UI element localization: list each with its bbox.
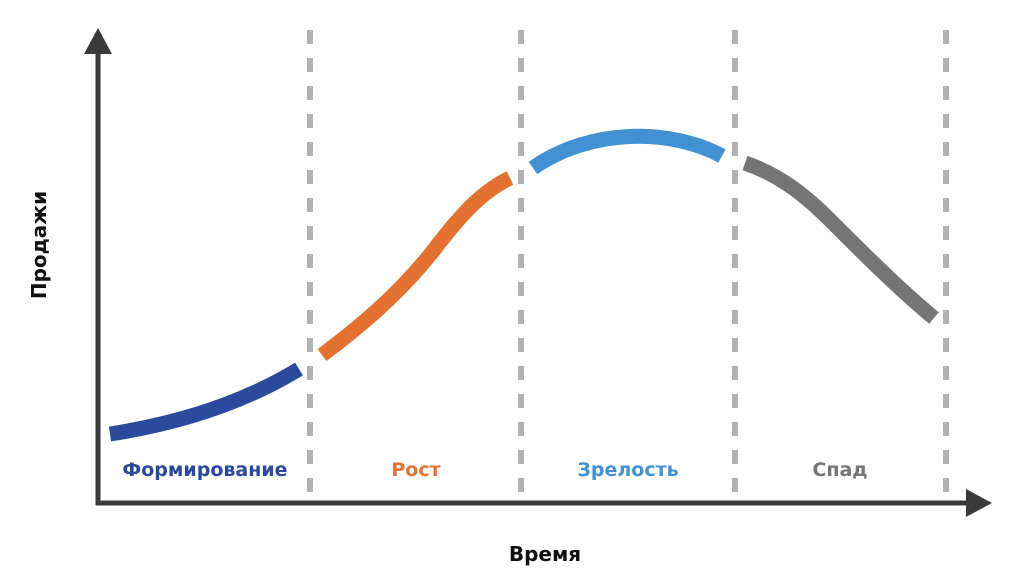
curve-segment-growth [317,171,514,362]
y-axis-arrow-icon [84,28,112,54]
axes [84,28,992,517]
y-axis-title: Продажи [27,191,51,299]
stage-label-maturity: Зрелость [577,459,678,481]
life-cycle-curve [108,128,939,442]
curve-segment-decline [742,155,939,324]
stage-label-growth: Рост [391,459,440,481]
stage-label-formation: Формирование [122,459,287,481]
curve-segment-maturity [528,128,726,175]
curve-segment-formation [108,362,303,442]
x-axis-title: Время [509,542,581,566]
stage-label-decline: Спад [812,459,867,481]
x-axis-arrow-icon [966,489,992,517]
stage-dividers [307,30,949,503]
stage-labels: Формирование Рост Зрелость Спад [122,459,867,481]
